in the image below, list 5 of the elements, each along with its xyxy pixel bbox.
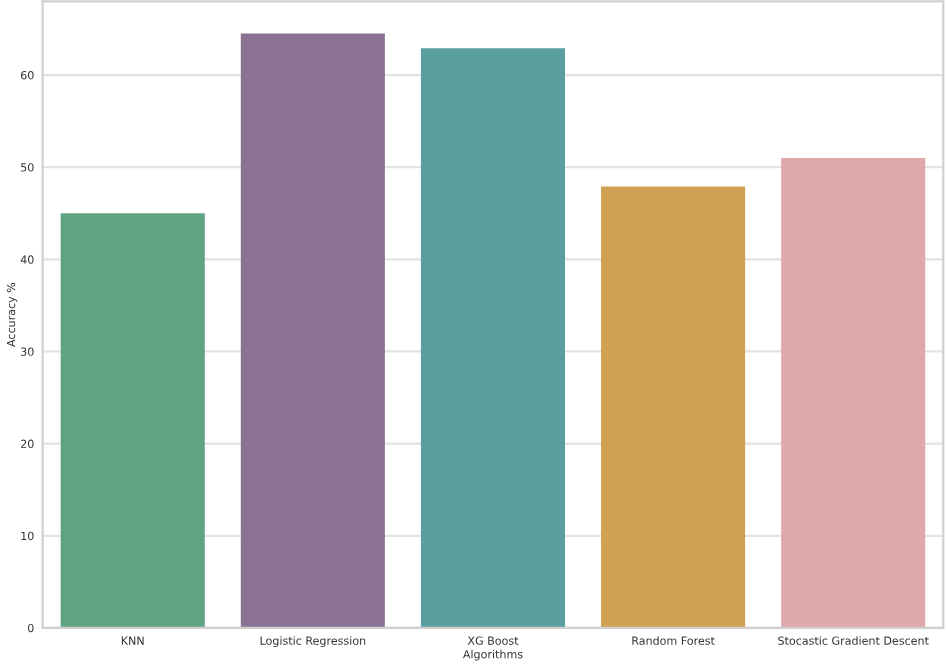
bar bbox=[60, 213, 205, 628]
bar bbox=[240, 33, 385, 628]
bar bbox=[781, 157, 926, 628]
bar bbox=[420, 48, 566, 628]
bar bbox=[601, 186, 746, 628]
